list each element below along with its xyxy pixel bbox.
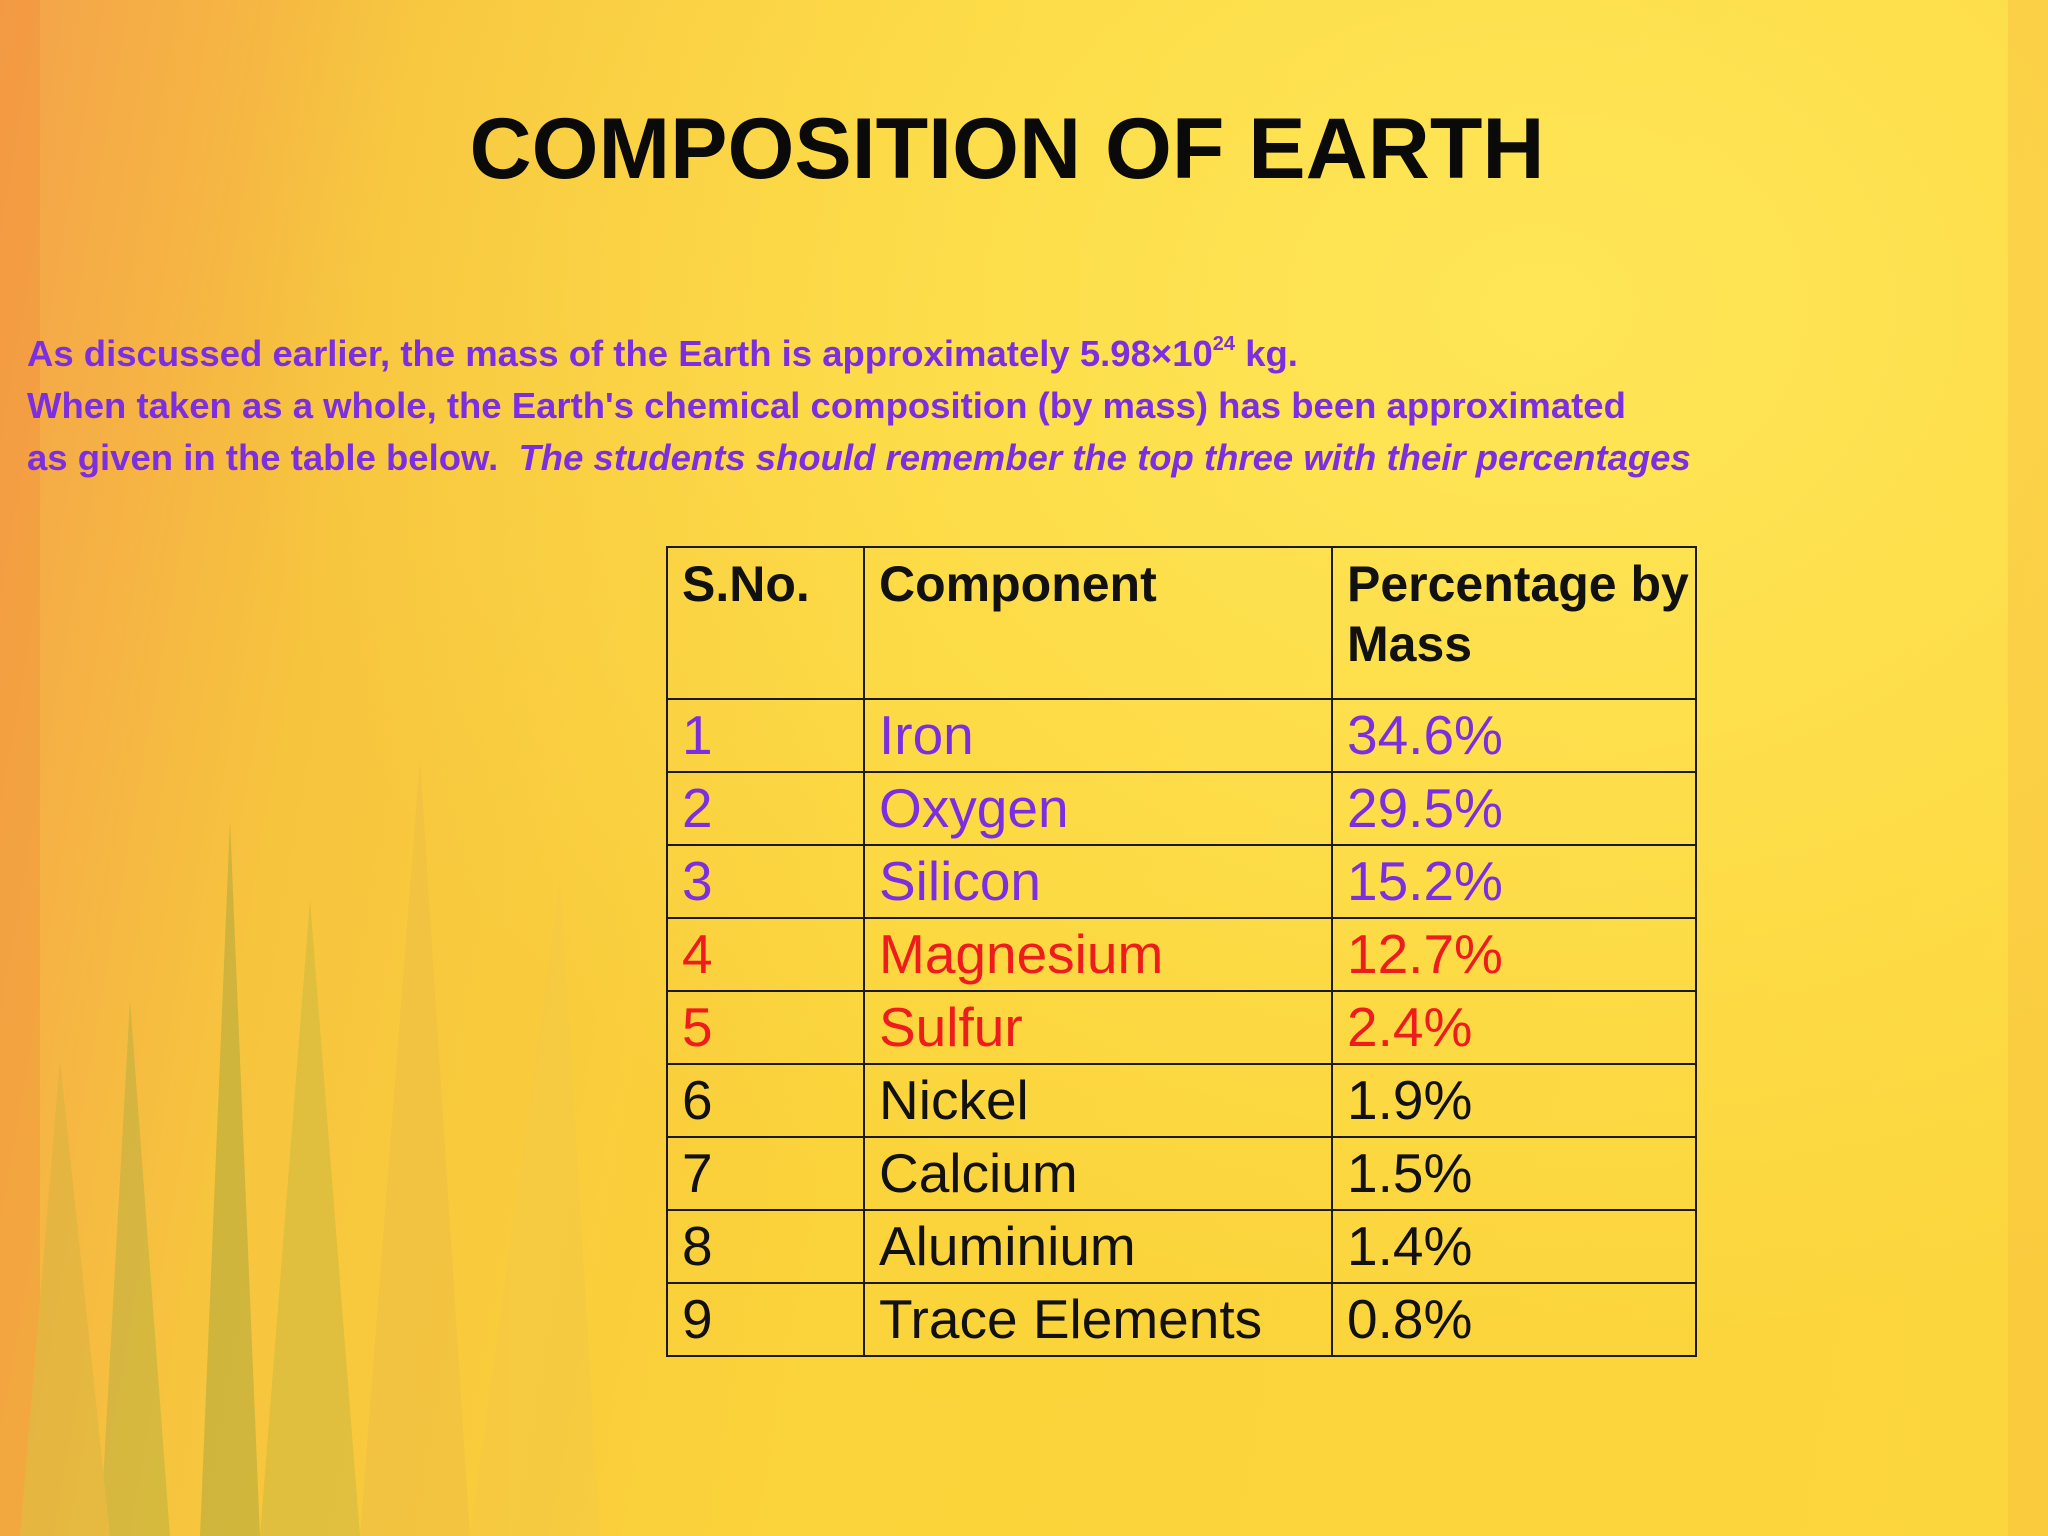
table-cell: Aluminium bbox=[863, 1209, 1333, 1284]
emphasis: The students should remember the top thr… bbox=[518, 437, 1691, 478]
table-row: 3 Silicon 15.2% bbox=[666, 844, 1697, 919]
table-cell: 1.5% bbox=[1331, 1136, 1697, 1211]
table-cell: 29.5% bbox=[1331, 771, 1697, 846]
composition-table: S.No. Component Percentage by Mass 1 Iron 34… bbox=[666, 546, 1697, 1357]
header-row: S.No. Component Percentage by Mass bbox=[666, 546, 1697, 700]
table-row: 9 Trace Elements 0.8% bbox=[666, 1282, 1697, 1357]
table-cell: 4 bbox=[666, 917, 865, 992]
table-row: 1 Iron 34.6% bbox=[666, 698, 1697, 773]
table-row: 2 Oxygen 29.5% bbox=[666, 771, 1697, 846]
table-cell: 9 bbox=[666, 1282, 865, 1357]
table-cell: Nickel bbox=[863, 1063, 1333, 1138]
text: kg. bbox=[1235, 333, 1298, 374]
table-cell: 3 bbox=[666, 844, 865, 919]
intro-text: As discussed earlier, the mass of the Ea… bbox=[27, 328, 1691, 484]
table-cell: Oxygen bbox=[863, 771, 1333, 846]
table-cell: 8 bbox=[666, 1209, 865, 1284]
table-cell: Iron bbox=[863, 698, 1333, 773]
text: As discussed earlier, the mass of the Ea… bbox=[27, 333, 1213, 374]
header-cell: Component bbox=[863, 546, 1333, 700]
table-cell: 7 bbox=[666, 1136, 865, 1211]
intro-line: When taken as a whole, the Earth's chemi… bbox=[27, 385, 1626, 426]
table-cell: Silicon bbox=[863, 844, 1333, 919]
table-cell: 12.7% bbox=[1331, 917, 1697, 992]
table-row: 6 Nickel 1.9% bbox=[666, 1063, 1697, 1138]
table-cell: 1.9% bbox=[1331, 1063, 1697, 1138]
table-row: 4 Magnesium 12.7% bbox=[666, 917, 1697, 992]
table-cell: 2.4% bbox=[1331, 990, 1697, 1065]
table-cell: Calcium bbox=[863, 1136, 1333, 1211]
intro-line: As discussed earlier, the mass of the Ea… bbox=[27, 328, 1691, 380]
intro-line: as given in the table below. The student… bbox=[27, 432, 1691, 484]
table-cell: 1.4% bbox=[1331, 1209, 1697, 1284]
table-cell: 15.2% bbox=[1331, 844, 1697, 919]
table-cell: 34.6% bbox=[1331, 698, 1697, 773]
header-cell: S.No. bbox=[666, 546, 865, 700]
table-cell: 2 bbox=[666, 771, 865, 846]
superscript: 24 bbox=[1212, 333, 1236, 355]
table-row: 8 Aluminium 1.4% bbox=[666, 1209, 1697, 1284]
table-cell: 1 bbox=[666, 698, 865, 773]
table-cell: Trace Elements bbox=[863, 1282, 1333, 1357]
table-cell: Sulfur bbox=[863, 990, 1333, 1065]
table-cell: 0.8% bbox=[1331, 1282, 1697, 1357]
text: as given in the table below. bbox=[27, 437, 519, 478]
table-cell: 5 bbox=[666, 990, 865, 1065]
table-cell: 6 bbox=[666, 1063, 865, 1138]
table-row: 7 Calcium 1.5% bbox=[666, 1136, 1697, 1211]
slide-title: COMPOSITION OF EARTH bbox=[469, 101, 1545, 197]
table-row: 5 Sulfur 2.4% bbox=[666, 990, 1697, 1065]
table-cell: Magnesium bbox=[863, 917, 1333, 992]
header-cell: Percentage by Mass bbox=[1331, 546, 1697, 700]
